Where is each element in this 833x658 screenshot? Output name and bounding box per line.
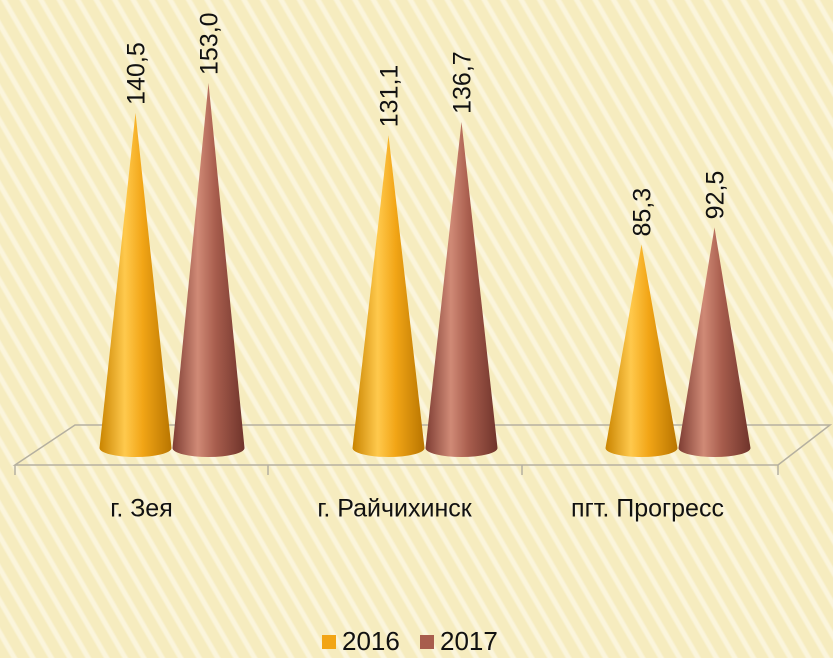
data-label: 85,3: [629, 188, 657, 237]
data-label: 136,7: [449, 51, 477, 114]
cone: [678, 227, 751, 457]
legend-swatch: [322, 635, 336, 649]
data-label: 131,1: [376, 65, 404, 128]
cone: [425, 121, 498, 457]
cone: [172, 83, 245, 457]
data-label: 140,5: [123, 42, 151, 105]
cone: [99, 112, 172, 458]
legend-swatch: [420, 635, 434, 649]
x-tick-label: г. Зея: [110, 495, 173, 523]
x-tick-label: г. Райчихинск: [317, 495, 472, 523]
floor: [12, 424, 833, 475]
data-label: 92,5: [702, 171, 730, 220]
legend-label: 2016: [342, 626, 400, 656]
cone: [605, 244, 678, 457]
data-label: 153,0: [196, 12, 224, 75]
x-tick-label: пгт. Прогресс: [571, 495, 724, 523]
legend-label: 2017: [440, 626, 498, 656]
cone: [352, 135, 425, 457]
